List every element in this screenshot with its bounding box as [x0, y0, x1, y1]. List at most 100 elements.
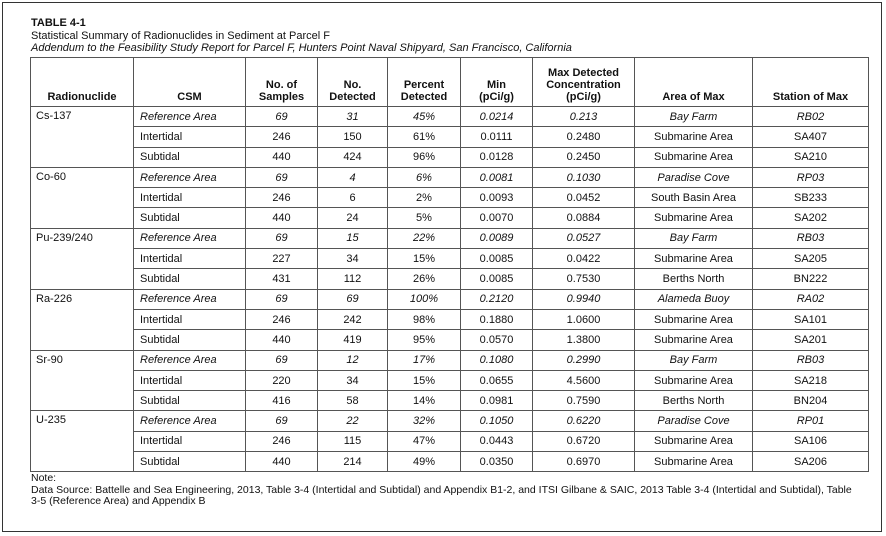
table-cell: Intertidal	[133, 369, 246, 392]
table-cell: 0.0085	[460, 268, 533, 290]
table-cell: 246	[245, 308, 318, 331]
table-cell: SA202	[752, 207, 869, 229]
table-cell: 0.6720	[532, 430, 635, 453]
table-cell: Submarine Area	[634, 329, 753, 351]
table-cell: 0.0085	[460, 248, 533, 270]
table-label: TABLE 4-1	[31, 17, 86, 29]
table-cell: SA206	[752, 451, 869, 473]
table-cell: RB03	[752, 349, 869, 371]
table-cell: 424	[317, 146, 388, 168]
table-cell: 1.3800	[532, 329, 635, 351]
table-cell: 242	[317, 308, 388, 331]
table-cell: Reference Area	[133, 349, 246, 371]
table-cell: 0.0350	[460, 451, 533, 473]
table-cell: 0.0422	[532, 248, 635, 270]
table-cell: 220	[245, 369, 318, 392]
table-row: Intertidal 227 34 15% 0.0085 0.0422 Submarine …	[31, 248, 869, 270]
table-cell: Bay Farm	[634, 227, 753, 250]
table-row: Co-60 Reference Area 69 4 6% 0.0081 0.1030 Para…	[30, 166, 869, 229]
table-cell: 12	[317, 349, 388, 371]
table-cell: 0.2480	[532, 126, 635, 148]
table-cell: Submarine Area	[634, 248, 753, 270]
table-cell: 246	[245, 126, 318, 148]
radionuclide-cell: U-235	[30, 410, 134, 473]
table-cell: RP03	[752, 166, 869, 189]
table-cell: 4.5600	[532, 369, 635, 392]
table-cell: Subtidal	[133, 207, 246, 229]
table-cell: 0.1880	[460, 308, 533, 331]
table-cell: South Basin Area	[634, 187, 753, 209]
table-cell: Submarine Area	[634, 451, 753, 473]
table-cell: Intertidal	[133, 248, 246, 270]
table-row: Intertidal 246 115 47% 0.0443 0.6720 Submarine…	[31, 430, 869, 453]
note-label: Note:	[31, 472, 57, 484]
table-cell: 112	[317, 268, 388, 290]
table-cell: 0.0128	[460, 146, 533, 168]
table-cell: Intertidal	[133, 126, 246, 148]
table-cell: 47%	[387, 430, 461, 453]
radionuclide-cell: Sr-90	[30, 349, 134, 412]
table-cell: 0.1050	[460, 410, 533, 432]
table-cell: 58	[317, 390, 388, 412]
table-cell: RP01	[752, 410, 869, 432]
column-header: No. Detected	[317, 57, 388, 107]
table-row: Cs-137 Reference Area 69 31 45% 0.0214 0.213 Ba…	[30, 105, 869, 168]
table-cell: 0.2990	[532, 349, 635, 371]
table-cell: 31	[317, 105, 388, 128]
table-cell: 0.0570	[460, 329, 533, 351]
table-row: Subtidal 440 214 49% 0.0350 0.6970 Submarine A…	[31, 451, 869, 473]
radionuclide-cell: Co-60	[30, 166, 134, 229]
table-cell: 115	[317, 430, 388, 453]
table-cell: 0.0884	[532, 207, 635, 229]
table-row: Intertidal 246 6 2% 0.0093 0.0452 South Basin …	[31, 187, 869, 209]
table-cell: Submarine Area	[634, 369, 753, 392]
column-header: Radionuclide	[30, 57, 134, 107]
table-cell: 440	[245, 146, 318, 168]
header-row: Radionuclide CSM No. of Samples No. Detecte…	[30, 57, 869, 107]
table-cell: 0.9940	[532, 288, 635, 310]
table-row: Pu-239/240 Reference Area 69 15 22% 0.0089 0.0…	[30, 227, 869, 290]
table-cell: 0.213	[532, 105, 635, 128]
radionuclide-cell: Pu-239/240	[30, 227, 134, 290]
table-cell: 0.0452	[532, 187, 635, 209]
table-cell: RB03	[752, 227, 869, 250]
table-cell: 431	[245, 268, 318, 290]
table-cell: Reference Area	[133, 288, 246, 310]
table-cell: Intertidal	[133, 308, 246, 331]
data-table: Radionuclide CSM No. of Samples No. Detecte…	[30, 57, 869, 473]
table-cell: 0.7590	[532, 390, 635, 412]
table-cell: 26%	[387, 268, 461, 290]
table-cell: Paradise Cove	[634, 410, 753, 432]
table-cell: 0.6220	[532, 410, 635, 432]
table-cell: 6%	[387, 166, 461, 189]
table-subtitle: Addendum to the Feasibility Study Report…	[31, 42, 572, 54]
table-cell: 2%	[387, 187, 461, 209]
table-cell: 0.2120	[460, 288, 533, 310]
table-row: Intertidal 246 150 61% 0.0111 0.2480 Submarine…	[31, 126, 869, 148]
table-row: Subtidal 440 24 5% 0.0070 0.0884 Submarine Are…	[31, 207, 869, 229]
table-cell: 69	[245, 166, 318, 189]
table-cell: 34	[317, 248, 388, 270]
table-row: Subtidal 440 419 95% 0.0570 1.3800 Submarine A…	[31, 329, 869, 351]
table-cell: 0.0093	[460, 187, 533, 209]
table-row: Sr-90 Reference Area 69 12 17% 0.1080 0.2990 Ba…	[30, 349, 869, 412]
table-cell: 22%	[387, 227, 461, 250]
table-cell: 69	[245, 410, 318, 432]
notes: Note: Data Source: Battelle and Sea Engi…	[31, 472, 861, 508]
table-cell: SA101	[752, 308, 869, 331]
table-cell: 150	[317, 126, 388, 148]
table-cell: 416	[245, 390, 318, 412]
table-cell: 69	[245, 105, 318, 128]
table-cell: 440	[245, 329, 318, 351]
table-cell: BN204	[752, 390, 869, 412]
table-cell: 0.0081	[460, 166, 533, 189]
table-cell: SB233	[752, 187, 869, 209]
table-cell: 419	[317, 329, 388, 351]
table-cell: Subtidal	[133, 451, 246, 473]
table-cell: Subtidal	[133, 268, 246, 290]
table-cell: SA205	[752, 248, 869, 270]
table-cell: RA02	[752, 288, 869, 310]
table-cell: SA218	[752, 369, 869, 392]
table-cell: 15	[317, 227, 388, 250]
table-cell: 440	[245, 207, 318, 229]
